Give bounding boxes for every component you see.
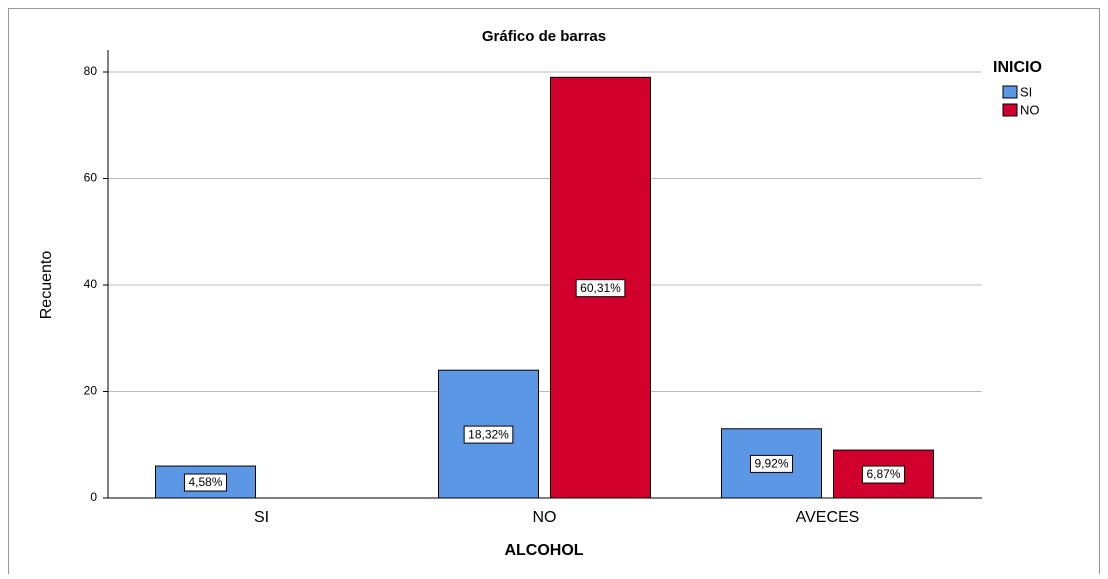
y-tick-label: 40 — [84, 277, 98, 291]
value-label: 18,32% — [468, 427, 509, 441]
legend-swatch — [1002, 85, 1018, 99]
value-label: 4,58% — [188, 475, 222, 489]
legend-label: NO — [1020, 102, 1040, 117]
value-label: 6,87% — [866, 467, 900, 481]
frame — [8, 8, 1100, 579]
x-tick-label: AVECES — [796, 509, 860, 526]
value-label: 9,92% — [754, 457, 788, 471]
y-tick-label: 80 — [84, 64, 98, 78]
value-label-box — [749, 454, 794, 473]
x-axis-label: ALCOHOL — [504, 542, 583, 559]
y-tick-label: 60 — [84, 171, 98, 185]
legend-swatch — [1002, 103, 1018, 117]
value-label-box — [463, 425, 514, 444]
value-label-box — [861, 465, 906, 484]
y-tick-label: 20 — [84, 384, 98, 398]
y-tick-label: 0 — [90, 490, 97, 504]
value-label-box — [575, 279, 626, 298]
value-label-box — [183, 473, 228, 492]
y-axis-label: Recuento — [38, 251, 55, 320]
x-tick-label: NO — [533, 509, 557, 526]
chart-title: Gráfico de barras — [482, 28, 606, 45]
x-tick-label: SI — [254, 509, 269, 526]
legend-label: SI — [1020, 84, 1032, 99]
value-label: 60,31% — [580, 281, 621, 295]
legend-title: INICIO — [993, 59, 1042, 76]
